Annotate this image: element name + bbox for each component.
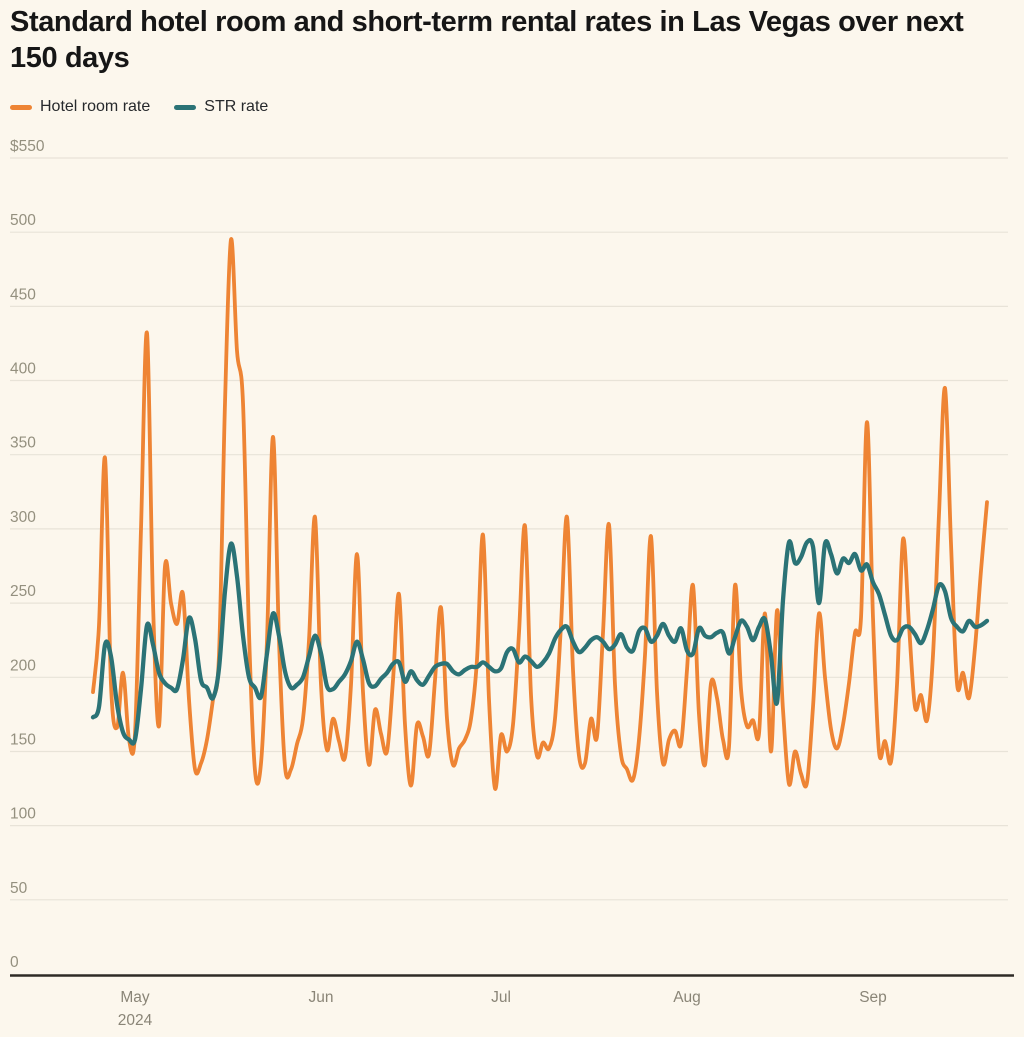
legend-label-hotel: Hotel room rate: [40, 98, 151, 115]
y-tick-400: 400: [10, 361, 36, 378]
hotel-rate-swatch-icon: [10, 104, 32, 110]
y-tick-250: 250: [10, 583, 36, 600]
x-tick-year: 2024: [118, 1012, 153, 1029]
str-rate-swatch-icon: [174, 104, 197, 110]
y-tick-450: 450: [10, 286, 36, 303]
x-tick-Sep: Sep: [859, 989, 887, 1006]
chart-legend: Hotel room rate STR rate: [10, 98, 268, 116]
y-tick-50: 50: [10, 880, 28, 897]
y-tick-550: $550: [10, 138, 45, 155]
y-tick-200: 200: [10, 657, 36, 674]
y-tick-350: 350: [10, 435, 36, 452]
series-lines: [90, 237, 990, 791]
y-tick-150: 150: [10, 732, 36, 749]
legend-label-str: STR rate: [204, 98, 269, 115]
legend-item-hotel: Hotel room rate: [10, 98, 150, 116]
x-tick-Aug: Aug: [673, 989, 701, 1006]
hotel-rate-line: [91, 237, 989, 791]
x-tick-Jul: Jul: [491, 989, 511, 1006]
legend-item-str: STR rate: [174, 98, 268, 116]
str-rate-line: [90, 537, 990, 746]
y-tick-0: 0: [10, 954, 19, 971]
chart-title: Standard hotel room and short-term renta…: [10, 6, 964, 74]
x-axis-month-labels: May 2024 Jun Jul Aug Sep: [118, 989, 887, 1029]
gridlines: [10, 157, 1008, 901]
y-tick-100: 100: [10, 806, 36, 823]
y-tick-500: 500: [10, 212, 36, 229]
x-tick-Jun: Jun: [309, 989, 334, 1006]
x-tick-May: May: [120, 989, 150, 1006]
y-tick-300: 300: [10, 509, 36, 526]
